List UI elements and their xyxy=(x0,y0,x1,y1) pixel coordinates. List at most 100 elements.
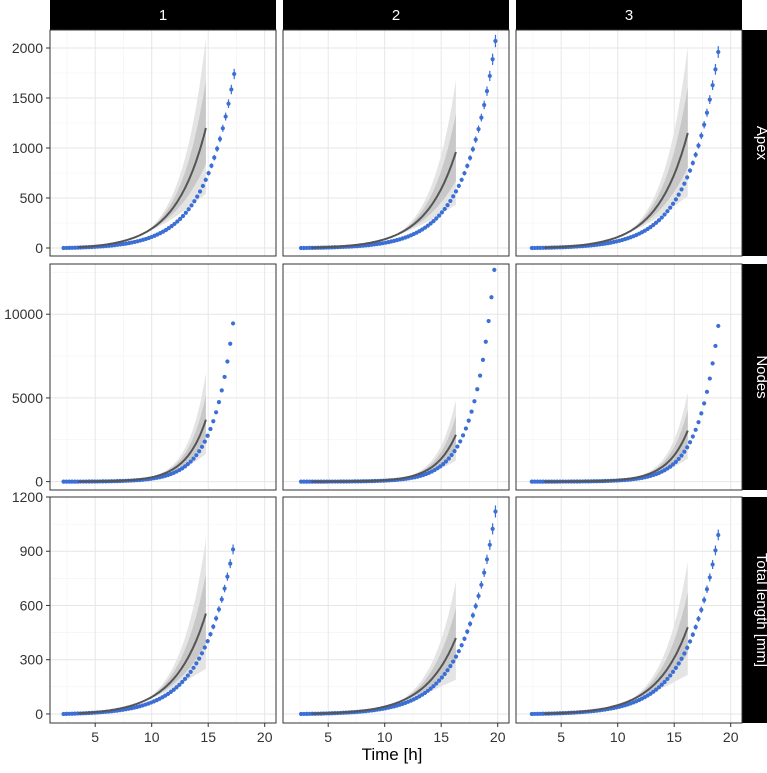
data-point xyxy=(710,83,715,88)
panel-plot-area xyxy=(298,34,498,251)
data-point xyxy=(456,649,461,654)
y-tick-label: 0 xyxy=(35,240,43,256)
data-point xyxy=(670,669,676,675)
data-point xyxy=(478,373,483,378)
facet-strip-top xyxy=(283,0,509,30)
panel-plot-area xyxy=(61,538,236,717)
data-point xyxy=(186,207,191,212)
data-point xyxy=(479,115,484,120)
data-point xyxy=(473,604,478,609)
data-point xyxy=(211,419,216,424)
data-point xyxy=(707,376,712,381)
confidence-band xyxy=(625,87,688,234)
data-point xyxy=(659,682,664,687)
data-point xyxy=(232,71,237,77)
y-tick-label: 600 xyxy=(20,597,44,613)
data-point xyxy=(222,374,227,380)
data-point xyxy=(702,122,707,127)
x-tick-label: 20 xyxy=(257,729,273,745)
data-point xyxy=(439,675,445,680)
data-point xyxy=(174,685,179,690)
data-point xyxy=(205,639,210,644)
facet-panel: 5 10 15 20 xyxy=(515,496,743,745)
y-tick-label: 0 xyxy=(35,706,43,722)
data-point xyxy=(670,201,676,206)
data-point xyxy=(202,439,207,444)
confidence-band xyxy=(393,113,456,236)
data-point xyxy=(459,177,464,182)
data-point xyxy=(226,101,231,106)
facet-panel: 0 5000 10000 xyxy=(4,263,277,491)
data-point xyxy=(676,192,681,197)
facet-panel: 5 10 15 20 xyxy=(282,496,510,745)
data-point xyxy=(699,607,704,612)
data-point xyxy=(178,216,183,221)
data-point xyxy=(654,220,659,225)
x-axis-title: Time [h] xyxy=(362,745,423,764)
data-point xyxy=(668,205,673,210)
data-point xyxy=(188,459,193,464)
fit-line xyxy=(78,127,207,249)
data-point xyxy=(470,147,476,152)
data-point xyxy=(230,547,236,552)
data-point xyxy=(442,206,447,212)
y-tick-label: 900 xyxy=(20,543,44,559)
data-point xyxy=(710,562,715,567)
data-point xyxy=(465,629,470,634)
panel-border xyxy=(49,496,277,724)
data-point xyxy=(716,323,721,329)
data-point xyxy=(472,399,477,404)
data-point xyxy=(446,456,451,461)
data-point xyxy=(225,359,230,364)
data-point xyxy=(673,665,678,671)
panel-background xyxy=(283,30,509,256)
facet-panel xyxy=(515,263,743,491)
data-point xyxy=(200,183,206,189)
data-point xyxy=(679,656,684,661)
data-point xyxy=(662,212,667,217)
data-point xyxy=(493,509,498,514)
data-point xyxy=(710,361,715,366)
data-point xyxy=(487,73,492,79)
data-point xyxy=(456,183,461,188)
data-point xyxy=(438,464,443,469)
data-point xyxy=(713,343,718,349)
data-point xyxy=(228,341,233,346)
data-point xyxy=(434,681,439,686)
data-point xyxy=(662,679,667,685)
data-point xyxy=(431,218,436,224)
fit-line xyxy=(78,419,207,483)
data-point xyxy=(182,676,188,682)
data-point xyxy=(682,651,687,656)
data-point xyxy=(482,102,487,108)
y-tick-label: 300 xyxy=(20,652,44,668)
data-point xyxy=(685,645,690,650)
facet-strip-top-label: 2 xyxy=(392,7,400,24)
data-point xyxy=(177,682,182,687)
data-point xyxy=(707,97,712,102)
data-point xyxy=(707,575,712,580)
data-point xyxy=(191,456,196,461)
data-point xyxy=(212,155,217,160)
data-point xyxy=(673,197,678,202)
data-point xyxy=(699,411,704,416)
x-tick-label: 15 xyxy=(666,729,682,745)
data-point xyxy=(451,194,456,199)
data-point xyxy=(665,209,670,214)
x-tick-label: 10 xyxy=(144,729,160,745)
data-point xyxy=(704,110,710,115)
data-point xyxy=(199,651,205,656)
fit-line xyxy=(311,151,457,249)
panel-background xyxy=(516,30,742,256)
data-point xyxy=(192,199,197,204)
data-point xyxy=(656,218,662,223)
data-point xyxy=(693,427,698,432)
data-point xyxy=(215,146,220,151)
panel-border xyxy=(515,496,743,724)
data-point xyxy=(713,67,718,72)
data-point xyxy=(437,678,442,683)
data-point xyxy=(191,665,196,670)
data-point xyxy=(685,175,690,180)
data-point xyxy=(487,542,492,547)
data-point xyxy=(188,669,193,674)
